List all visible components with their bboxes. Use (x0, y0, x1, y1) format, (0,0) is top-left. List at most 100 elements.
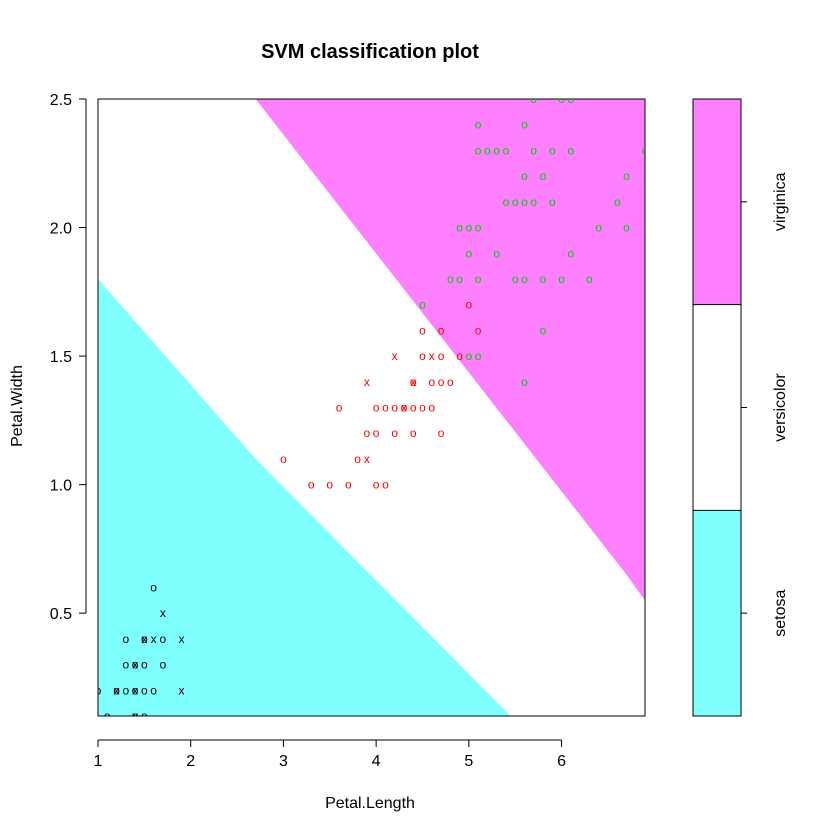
y-axis: 0.5 1.0 1.5 2.0 2.5 (50, 92, 87, 623)
data-point: o (113, 683, 120, 697)
data-point: o (475, 221, 482, 235)
support-vector-point: x (364, 452, 370, 466)
data-point: o (484, 143, 491, 157)
legend-swatch-versicolor (693, 304, 741, 511)
data-point: o (540, 272, 547, 286)
data-point: o (345, 478, 352, 492)
x-tick-label: 1 (94, 753, 103, 770)
y-tick-label: 0.5 (50, 606, 72, 623)
data-point: o (456, 349, 463, 363)
data-point: o (428, 401, 435, 415)
data-point: o (540, 323, 547, 337)
data-point: o (141, 658, 148, 672)
support-vector-point: x (392, 349, 398, 363)
data-point: o (391, 426, 398, 440)
data-point: o (475, 272, 482, 286)
y-tick-label: 2.0 (50, 221, 72, 238)
data-point: o (364, 426, 371, 440)
support-vector-point: x (132, 709, 138, 723)
data-point: o (382, 478, 389, 492)
data-point: o (160, 658, 167, 672)
x-axis-label: Petal.Length (325, 795, 415, 812)
chart-title: SVM classification plot (261, 41, 479, 63)
data-point: o (456, 272, 463, 286)
data-point: o (132, 658, 139, 672)
data-point: o (410, 401, 417, 415)
data-point: o (410, 375, 417, 389)
data-point: o (475, 118, 482, 132)
data-point: o (141, 709, 148, 723)
legend-label-versicolor: versicolor (772, 373, 789, 442)
data-point: o (438, 323, 445, 337)
data-point: o (623, 169, 630, 183)
support-vector-point: x (160, 606, 166, 620)
data-point: o (122, 658, 129, 672)
y-tick-label: 1.0 (50, 478, 72, 495)
support-vector-point: x (401, 401, 407, 415)
data-point: o (642, 143, 649, 157)
data-point: o (419, 401, 426, 415)
decision-regions (98, 99, 645, 716)
data-point: o (475, 349, 482, 363)
legend-frame (692, 98, 742, 717)
data-point: o (132, 709, 139, 723)
data-point: o (521, 118, 528, 132)
data-point: o (95, 683, 102, 697)
data-point: o (141, 632, 148, 646)
data-point: o (401, 401, 408, 415)
data-point: o (521, 169, 528, 183)
data-point: o (595, 221, 602, 235)
support-vector-point: x (178, 683, 184, 697)
data-point: o (549, 143, 556, 157)
support-vector-point: x (132, 658, 138, 672)
data-point: o (466, 349, 473, 363)
data-point: o (428, 375, 435, 389)
data-point: o (512, 195, 519, 209)
data-point: o (419, 349, 426, 363)
data-point: o (540, 169, 547, 183)
data-point: o (503, 195, 510, 209)
x-tick-label: 2 (186, 753, 195, 770)
support-vector-point: x (141, 632, 147, 646)
data-point: o (503, 143, 510, 157)
x-tick-label: 6 (557, 753, 566, 770)
data-point: o (336, 401, 343, 415)
y-axis-label: Petal.Width (9, 365, 26, 447)
data-point: o (456, 221, 463, 235)
support-vector-point: x (132, 683, 138, 697)
legend-label-setosa: setosa (772, 589, 789, 636)
region-setosa (98, 278, 511, 716)
support-vector-point: x (364, 375, 370, 389)
x-tick-label: 3 (279, 753, 288, 770)
data-point: o (466, 246, 473, 260)
legend: setosa versicolor virginica (692, 98, 789, 717)
data-point: o (475, 143, 482, 157)
data-point: o (410, 426, 417, 440)
data-point: o (132, 683, 139, 697)
legend-swatch-virginica (693, 99, 741, 305)
legend-swatch-setosa (693, 510, 741, 716)
data-point: o (104, 709, 111, 723)
data-point: o (438, 349, 445, 363)
data-point: o (122, 683, 129, 697)
data-point: o (391, 401, 398, 415)
data-point: o (558, 272, 565, 286)
data-point: o (493, 143, 500, 157)
support-vector-point: x (429, 349, 435, 363)
data-point: o (122, 632, 129, 646)
data-point: o (614, 195, 621, 209)
legend-label-virginica: virginica (772, 172, 789, 231)
plot-frame (97, 98, 646, 717)
data-point: o (530, 143, 537, 157)
data-point: o (567, 92, 574, 106)
data-point: o (447, 272, 454, 286)
data-point: o (493, 246, 500, 260)
data-point: o (419, 298, 426, 312)
data-point: o (530, 195, 537, 209)
